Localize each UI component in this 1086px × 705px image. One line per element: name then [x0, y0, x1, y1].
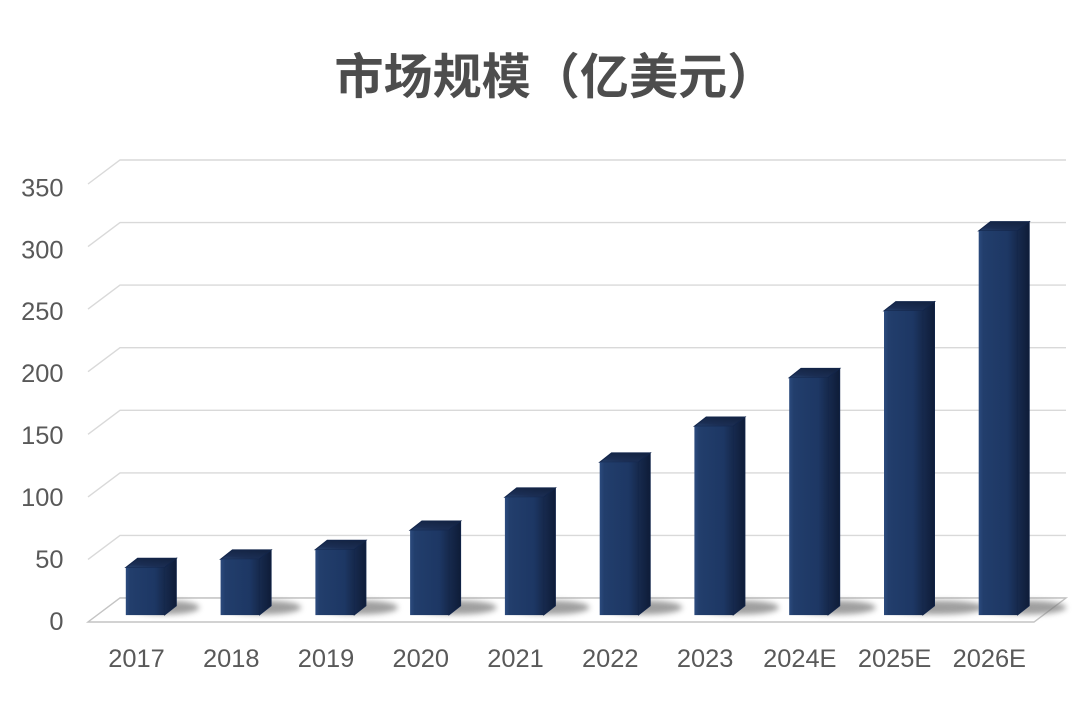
svg-text:2021: 2021 — [487, 645, 543, 673]
svg-text:300: 300 — [21, 236, 63, 264]
svg-text:2026E: 2026E — [953, 645, 1026, 673]
svg-text:2017: 2017 — [108, 645, 164, 673]
svg-text:2023: 2023 — [677, 645, 733, 673]
svg-text:100: 100 — [21, 484, 63, 512]
svg-text:50: 50 — [35, 546, 63, 574]
svg-text:2025E: 2025E — [858, 645, 931, 673]
svg-text:0: 0 — [49, 608, 63, 636]
svg-text:200: 200 — [21, 360, 63, 388]
svg-text:350: 350 — [21, 174, 63, 202]
svg-text:2019: 2019 — [298, 645, 354, 673]
svg-text:2024E: 2024E — [763, 645, 836, 673]
svg-text:2022: 2022 — [582, 645, 638, 673]
svg-text:2018: 2018 — [203, 645, 259, 673]
svg-text:250: 250 — [21, 298, 63, 326]
svg-text:150: 150 — [21, 422, 63, 450]
svg-text:2020: 2020 — [393, 645, 449, 673]
